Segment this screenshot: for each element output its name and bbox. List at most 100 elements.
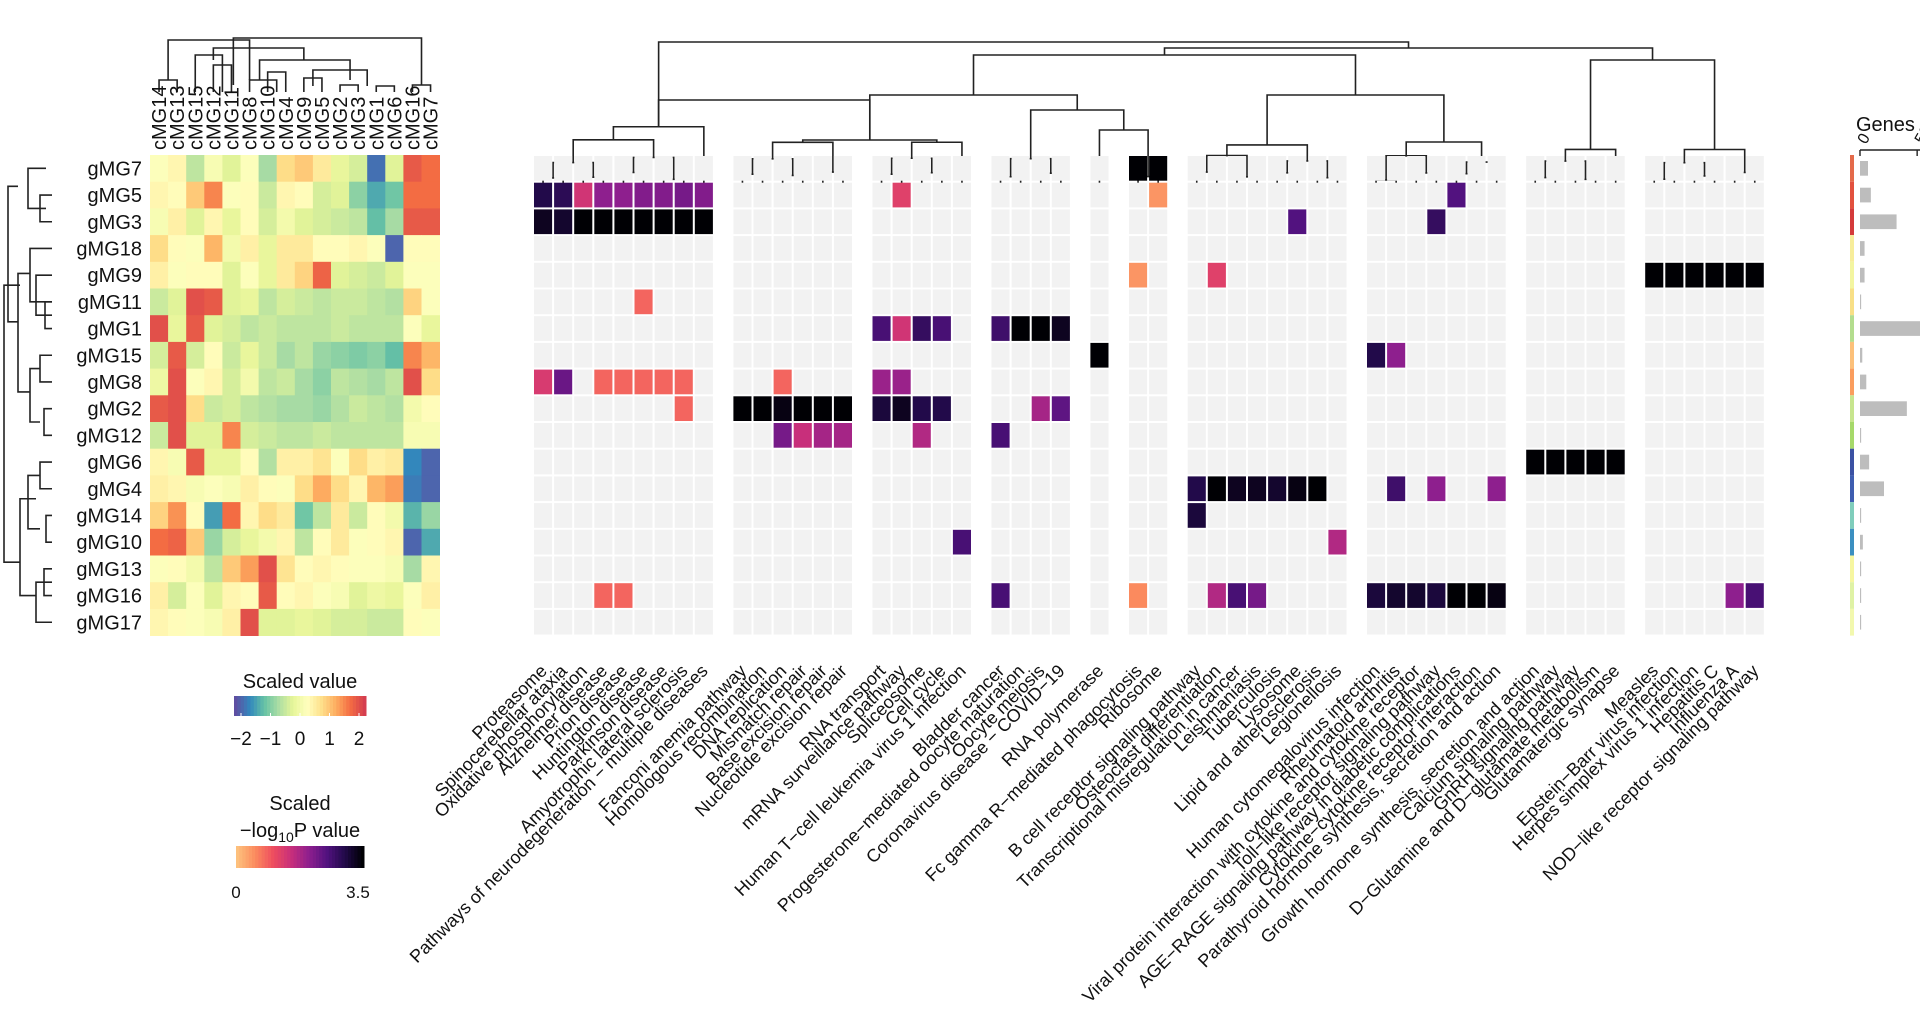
corr-cell <box>331 235 350 262</box>
corr-cell <box>385 235 404 262</box>
corr-cell <box>403 502 422 529</box>
enrichment-cell <box>913 290 931 315</box>
enrichment-cell <box>1546 557 1564 582</box>
enrichment-cell <box>1228 209 1246 234</box>
enrichment-cell <box>1308 183 1326 208</box>
corr-cell <box>349 529 368 556</box>
enrichment-cell <box>1012 557 1030 582</box>
enrichment-cell <box>933 156 951 181</box>
enrichment-cell <box>675 343 693 368</box>
enrichment-cell <box>1268 610 1286 635</box>
enrichment-cell <box>893 530 911 555</box>
enrichment-cell <box>675 156 693 181</box>
corr-cell <box>349 475 368 502</box>
enrichment-cell <box>1685 316 1703 341</box>
enrichment-cell <box>1645 209 1663 234</box>
enrichment-cell <box>695 343 713 368</box>
enrichment-cell <box>655 583 673 608</box>
gene-bar <box>1860 375 1866 390</box>
enrichment-cell <box>1149 610 1167 635</box>
enrichment-cell <box>554 316 572 341</box>
enrichment-cell <box>1052 183 1070 208</box>
corr-cell <box>277 182 296 209</box>
enrichment-cell <box>774 290 792 315</box>
dendro-branch <box>376 86 394 92</box>
corr-cell <box>313 556 332 583</box>
enrichment-cell <box>655 263 673 288</box>
strip-cell <box>1850 315 1854 342</box>
enrichment-cell <box>574 316 592 341</box>
corr-cell <box>367 395 386 422</box>
enrichment-cell <box>1645 476 1663 501</box>
enrichment-cell <box>733 183 751 208</box>
corr-cell <box>403 289 422 316</box>
corr-cell <box>150 502 169 529</box>
enrichment-cell <box>1032 503 1050 528</box>
enrichment-cell <box>1665 423 1683 448</box>
enrichment-cell <box>814 530 832 555</box>
enrichment-cell <box>695 530 713 555</box>
row-label: gMG10 <box>76 532 142 554</box>
enrichment-cell <box>1288 209 1306 234</box>
enrichment-cell <box>614 183 632 208</box>
corr-cell <box>295 449 314 476</box>
enrichment-cell <box>1032 290 1050 315</box>
enrichment-cell <box>834 476 852 501</box>
dendro-branch <box>168 40 249 80</box>
enrichment-cell <box>1526 583 1544 608</box>
enrichment-cell <box>1387 610 1405 635</box>
enrichment-cell <box>1468 316 1486 341</box>
enrichment-cell <box>1685 530 1703 555</box>
enrichment-cell <box>1685 290 1703 315</box>
enrichment-cell <box>1188 530 1206 555</box>
enrichment-cell <box>1645 396 1663 421</box>
enrichment-cell <box>913 503 931 528</box>
enrichment-cell <box>1208 530 1226 555</box>
corr-cell <box>277 609 296 636</box>
enrichment-cell <box>1488 343 1506 368</box>
enrichment-cell <box>1090 450 1108 475</box>
enrichment-cell <box>1685 183 1703 208</box>
enrichment-cell <box>913 476 931 501</box>
enrichment-cell <box>913 583 931 608</box>
enrichment-cell <box>1427 557 1445 582</box>
corr-cell <box>204 475 223 502</box>
enrichment-cell <box>1288 156 1306 181</box>
row-label: gMG8 <box>88 372 142 394</box>
corr-cell <box>385 582 404 609</box>
enrichment-cell <box>1052 557 1070 582</box>
enrichment-cell <box>1665 156 1683 181</box>
enrichment-cell <box>1587 583 1605 608</box>
corr-cell <box>241 155 260 182</box>
corr-cell <box>186 582 205 609</box>
enrichment-cell <box>614 476 632 501</box>
enrichment-cell <box>814 557 832 582</box>
gene-bar <box>1860 588 1861 603</box>
corr-cell <box>186 182 205 209</box>
corr-cell <box>186 609 205 636</box>
legend-pvalue-title-line1: Scaled <box>269 793 330 815</box>
enrichment-cell <box>1407 156 1425 181</box>
enrichment-cell <box>873 316 891 341</box>
enrichment-cell <box>1566 290 1584 315</box>
enrichment-cell <box>1746 530 1764 555</box>
enrichment-cell <box>1488 396 1506 421</box>
enrichment-cell <box>1308 343 1326 368</box>
enrichment-cell <box>873 530 891 555</box>
enrichment-cell <box>1032 209 1050 234</box>
enrichment-cell <box>534 450 552 475</box>
enrichment-cell <box>733 316 751 341</box>
enrichment-cell <box>1052 423 1070 448</box>
enrichment-cell <box>1407 583 1425 608</box>
enrichment-cell <box>1427 290 1445 315</box>
corr-cell <box>295 556 314 583</box>
enrichment-cell <box>1228 183 1246 208</box>
enrichment-cell <box>1188 370 1206 395</box>
enrichment-cell <box>1012 263 1030 288</box>
corr-cell <box>313 235 332 262</box>
enrichment-cell <box>913 183 931 208</box>
enrichment-cell <box>1726 263 1744 288</box>
enrichment-cell <box>933 183 951 208</box>
enrichment-cell <box>754 290 772 315</box>
corr-cell <box>385 155 404 182</box>
